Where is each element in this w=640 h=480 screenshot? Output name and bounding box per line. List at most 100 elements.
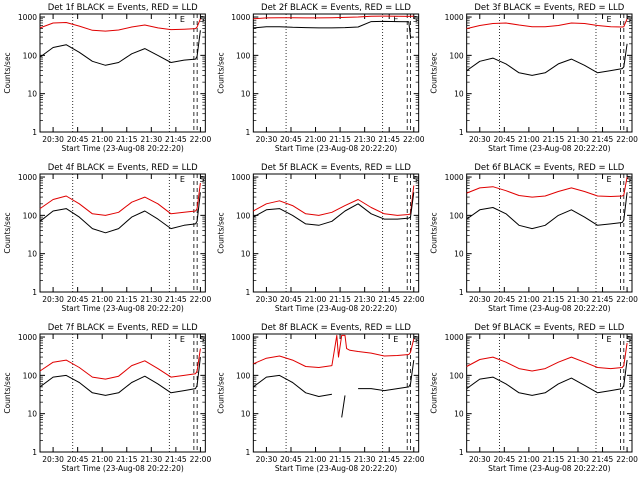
x-tick-label: 21:00: [518, 295, 540, 304]
top-marker-label: E: [393, 15, 398, 24]
x-tick-label: 21:00: [91, 295, 113, 304]
x-tick-label: 20:30: [42, 455, 64, 464]
chart-panel-9: Det 9f BLACK = Events, RED = LLD 1 10 100 10…: [430, 323, 638, 473]
x-tick-label: 20:30: [256, 135, 278, 144]
series-line-events: [253, 360, 415, 418]
chart-title: Det 4f BLACK = Events, RED = LLD: [48, 163, 198, 173]
chart-panel-6: Det 6f BLACK = Events, RED = LLD 1 10 100 10…: [430, 163, 638, 313]
top-marker-label: S: [626, 335, 631, 344]
y-tick-label: 100: [23, 371, 38, 380]
x-tick-label: 21:45: [165, 135, 187, 144]
top-marker-label: S: [200, 175, 205, 184]
x-tick-label: 21:45: [165, 455, 187, 464]
y-tick-label: 10: [454, 410, 464, 419]
y-tick-label: 1000: [18, 333, 37, 342]
y-tick-label: 1: [32, 128, 37, 137]
y-tick-label: 1000: [445, 13, 464, 22]
x-tick-label: 21:15: [329, 455, 351, 464]
plot-frame: [466, 173, 633, 293]
plot-frame: [39, 173, 206, 293]
plot-frame: [466, 13, 633, 133]
top-marker-label: E: [607, 335, 612, 344]
x-tick-label: 21:00: [305, 135, 327, 144]
x-tick-label: 21:15: [329, 295, 351, 304]
chart-title: Det 9f BLACK = Events, RED = LLD: [474, 323, 624, 333]
x-tick-label: 21:30: [141, 295, 163, 304]
x-tick-label: 21:45: [378, 295, 400, 304]
y-axis-label: Counts/sec: [216, 372, 225, 413]
chart-panel-8: Det 8f BLACK = Events, RED = LLD 1 10 100 10…: [216, 323, 424, 473]
y-tick-label: 10: [454, 90, 464, 99]
x-axis-label: Start Time (23-Aug-08 20:22:20): [275, 464, 397, 473]
y-tick-label: 10: [27, 250, 37, 259]
y-axis-label: Counts/sec: [3, 212, 12, 253]
top-marker-label: E: [180, 335, 185, 344]
x-tick-label: 21:45: [378, 135, 400, 144]
y-tick-label: 100: [236, 371, 251, 380]
series-line-events: [39, 192, 201, 234]
x-tick-label: 21:00: [305, 455, 327, 464]
x-tick-label: 20:45: [67, 295, 89, 304]
x-tick-label: 21:15: [116, 295, 138, 304]
y-tick-label: 100: [23, 51, 38, 60]
x-tick-label: 20:30: [42, 295, 64, 304]
x-tick-label: 20:45: [494, 135, 516, 144]
plot-frame: [252, 173, 420, 293]
x-tick-label: 22:00: [616, 135, 638, 144]
y-tick-label: 1: [459, 288, 464, 297]
x-tick-label: 20:30: [256, 455, 278, 464]
y-tick-label: 10: [27, 90, 37, 99]
x-tick-label: 20:45: [494, 295, 516, 304]
chart-title: Det 8f BLACK = Events, RED = LLD: [261, 323, 411, 333]
x-tick-label: 21:00: [518, 455, 540, 464]
y-tick-label: 1: [459, 128, 464, 137]
top-marker-label: E: [180, 15, 185, 24]
series-line-lld: [253, 185, 415, 216]
y-tick-label: 1: [32, 448, 37, 457]
plot-frame: [252, 333, 420, 453]
x-tick-label: 21:15: [543, 455, 565, 464]
y-tick-label: 1: [246, 448, 251, 457]
x-tick-label: 22:00: [616, 295, 638, 304]
y-axis-label: Counts/sec: [3, 372, 12, 413]
x-axis-label: Start Time (23-Aug-08 20:22:20): [61, 144, 183, 153]
x-tick-label: 22:00: [190, 135, 212, 144]
x-tick-label: 21:30: [354, 135, 376, 144]
chart-title: Det 1f BLACK = Events, RED = LLD: [48, 3, 198, 13]
series-line-lld: [466, 342, 628, 372]
x-tick-label: 20:30: [42, 135, 64, 144]
chart-title: Det 2f BLACK = Events, RED = LLD: [261, 3, 411, 13]
x-tick-label: 20:45: [494, 455, 516, 464]
top-marker-label: S: [413, 175, 418, 184]
y-tick-label: 1000: [231, 173, 250, 182]
chart-panel-2: Det 2f BLACK = Events, RED = LLD 1 10 100 10…: [216, 3, 424, 153]
x-tick-label: 20:30: [256, 295, 278, 304]
y-axis-label: Counts/sec: [430, 52, 439, 93]
series-line-events: [39, 30, 201, 66]
x-tick-label: 21:00: [91, 455, 113, 464]
chart-panel-7: Det 7f BLACK = Events, RED = LLD 1 10 100 10…: [3, 323, 211, 473]
y-tick-label: 100: [449, 371, 464, 380]
x-tick-label: 20:45: [67, 135, 89, 144]
x-tick-label: 21:30: [141, 455, 163, 464]
y-tick-label: 1000: [231, 333, 250, 342]
y-tick-label: 10: [27, 410, 37, 419]
chart-panel-5: Det 5f BLACK = Events, RED = LLD 1 10 100 10…: [216, 163, 424, 313]
top-marker-label: S: [200, 15, 205, 24]
y-tick-label: 10: [241, 250, 251, 259]
series-line-lld: [466, 176, 628, 198]
y-tick-label: 100: [236, 51, 251, 60]
series-line-events: [253, 192, 415, 226]
x-tick-label: 22:00: [403, 295, 425, 304]
y-tick-label: 1000: [18, 173, 37, 182]
x-tick-label: 22:00: [190, 455, 212, 464]
plot-frame: [466, 333, 633, 453]
x-tick-label: 21:00: [91, 135, 113, 144]
x-tick-label: 21:45: [378, 455, 400, 464]
top-marker-label: E: [607, 175, 612, 184]
top-marker-label: E: [180, 175, 185, 184]
y-tick-label: 1000: [231, 13, 250, 22]
series-line-lld: [39, 182, 201, 216]
series-line-lld: [466, 18, 628, 30]
